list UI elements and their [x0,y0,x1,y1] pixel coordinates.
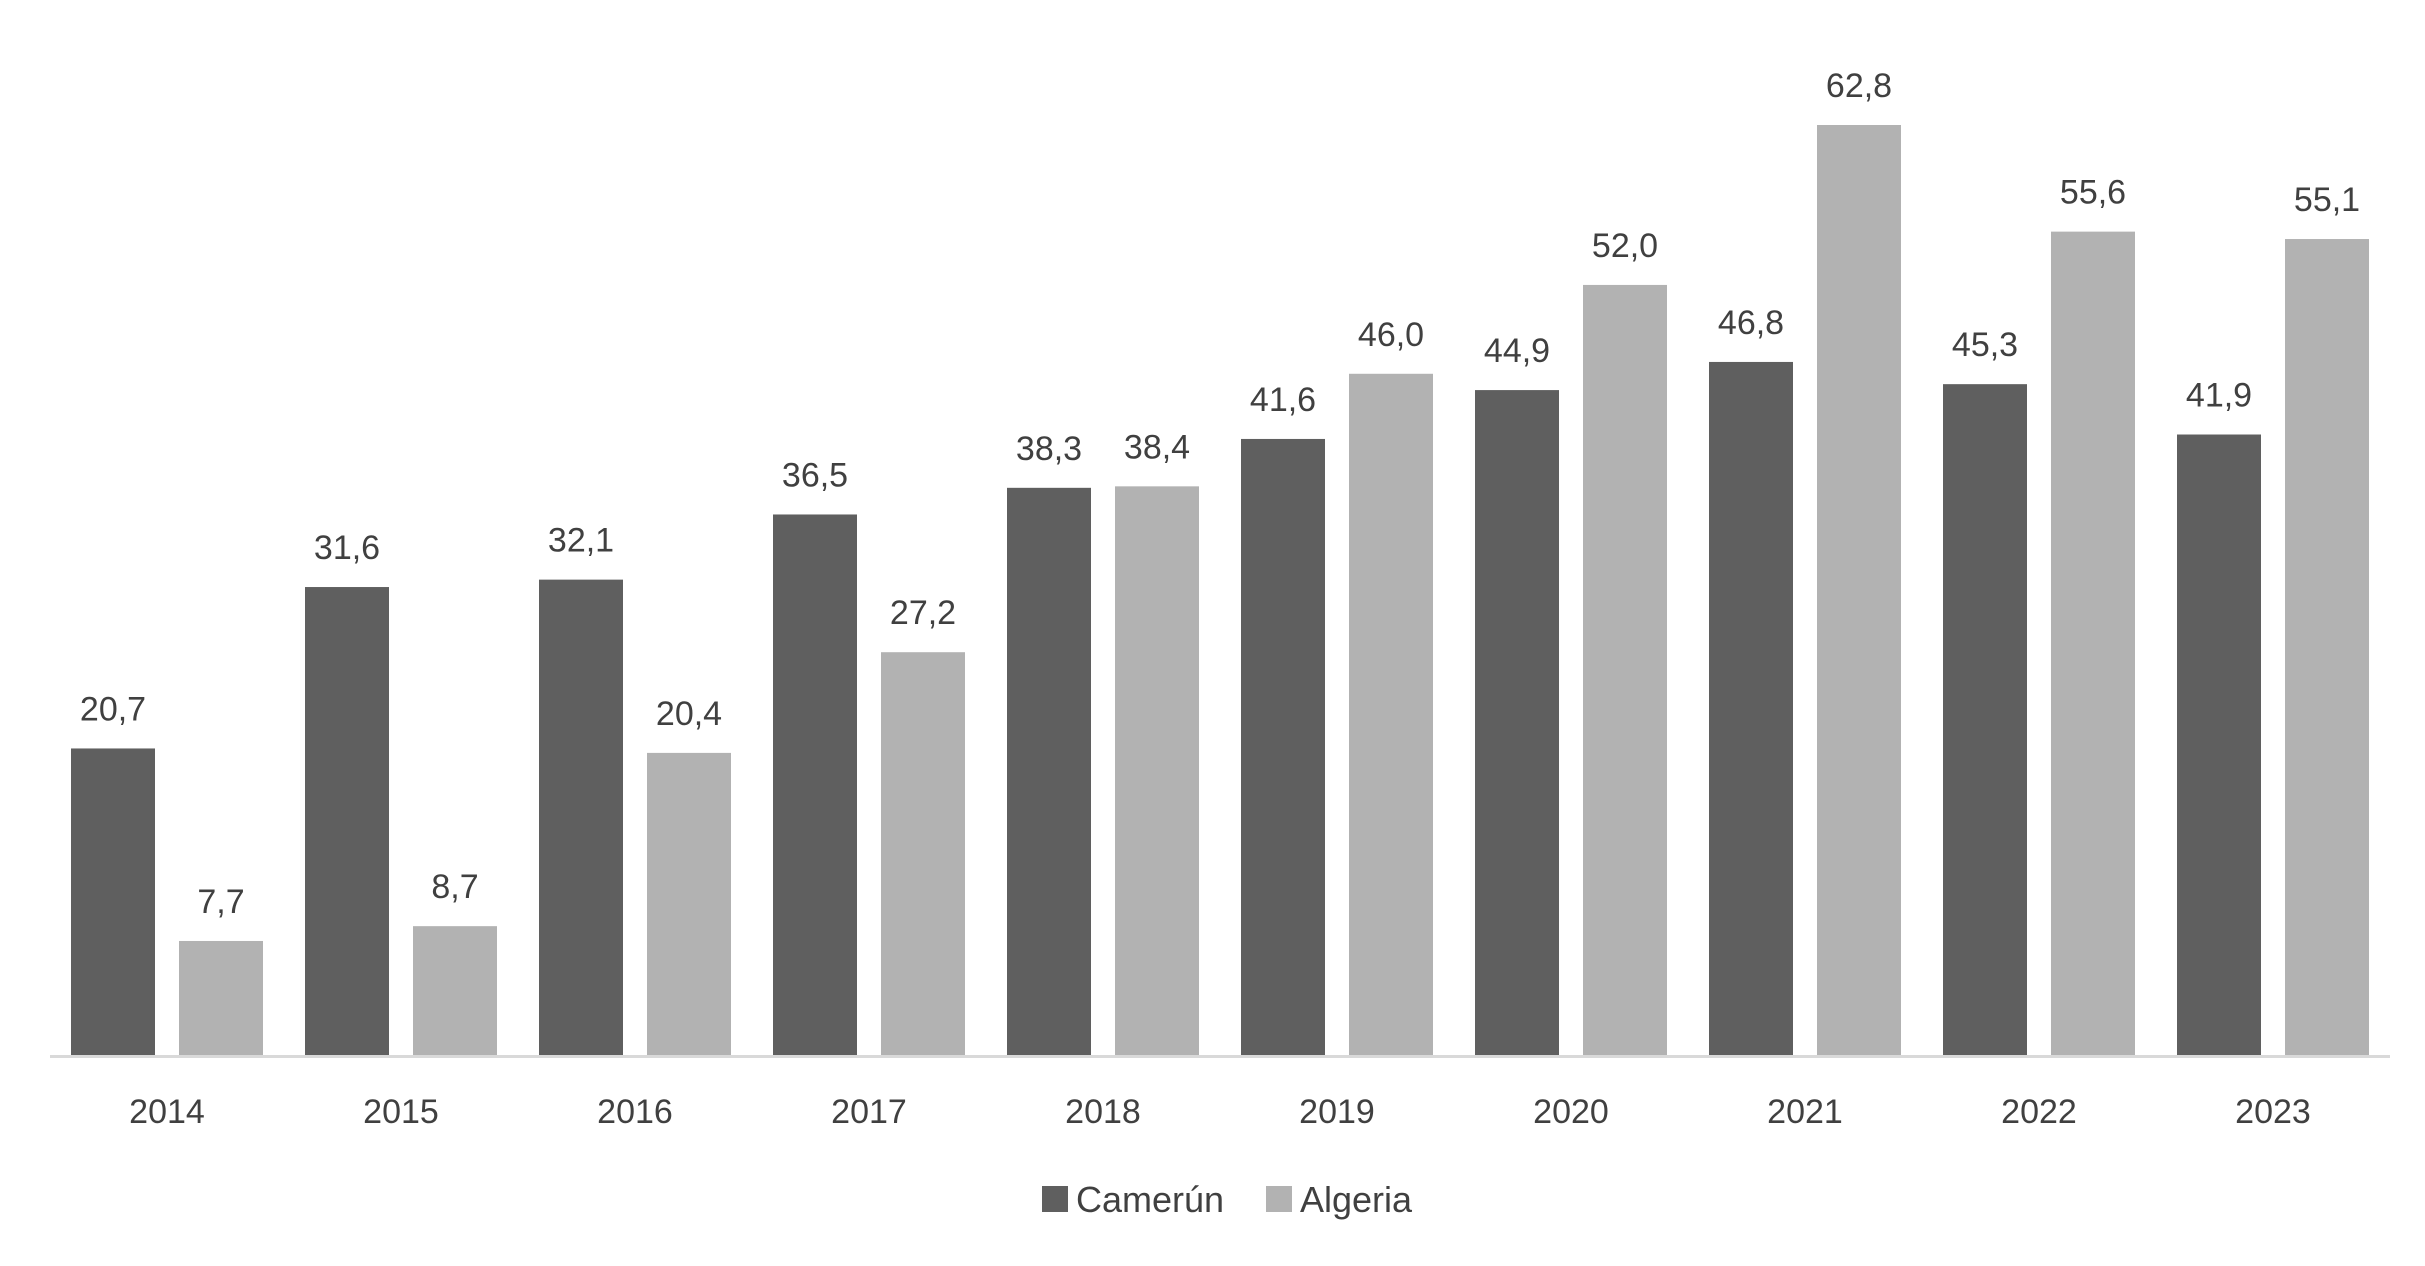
data-label-algeria-2015: 8,7 [431,868,478,906]
data-label-camerun-2018: 38,3 [1016,430,1082,468]
legend-swatch-algeria [1266,1186,1292,1212]
bar-camerun-2019 [1241,438,1325,1055]
bar-camerun-2016 [539,579,623,1055]
bar-algeria-2018 [1115,486,1199,1055]
x-tick-label-2018: 2018 [1065,1093,1141,1131]
bar-camerun-2022 [1943,384,2027,1056]
data-label-camerun-2023: 41,9 [2186,377,2252,415]
data-label-algeria-2022: 55,6 [2060,174,2126,212]
bar-camerun-2018 [1007,487,1091,1055]
x-tick-label-2015: 2015 [363,1093,439,1131]
data-label-camerun-2021: 46,8 [1718,304,1784,342]
bar-algeria-2017 [881,652,965,1055]
legend-label-camerun: Camerún [1076,1179,1224,1220]
legend-swatch-camerun [1042,1186,1068,1212]
data-label-algeria-2017: 27,2 [890,594,956,632]
data-label-algeria-2014: 7,7 [197,883,244,921]
data-label-camerun-2017: 36,5 [782,456,848,494]
data-labels-layer: 20,7 7,7 31,6 8,7 32,1 20,4 36,5 27,2 38,3 38,4 41… [80,67,2360,921]
data-label-camerun-2022: 45,3 [1952,326,2018,364]
x-tick-label-2021: 2021 [1767,1093,1843,1131]
bar-algeria-2022 [2051,231,2135,1055]
data-label-algeria-2018: 38,4 [1124,428,1190,466]
x-tick-label-2017: 2017 [831,1093,907,1131]
bar-algeria-2021 [1817,125,1901,1055]
bar-camerun-2021 [1709,361,1793,1055]
x-tick-label-2020: 2020 [1533,1093,1609,1131]
bar-algeria-2015 [413,926,497,1055]
bar-algeria-2014 [179,940,263,1055]
data-label-camerun-2020: 44,9 [1484,332,1550,370]
data-label-algeria-2016: 20,4 [656,695,722,733]
data-label-algeria-2023: 55,1 [2294,181,2360,219]
bar-algeria-2019 [1349,373,1433,1055]
bars-layer [71,125,2369,1056]
legend: Camerún Algeria [1042,1179,1413,1220]
x-tick-label-2022: 2022 [2001,1093,2077,1131]
x-tick-label-2019: 2019 [1299,1093,1375,1131]
x-tick-label-2014: 2014 [129,1093,205,1131]
bar-algeria-2020 [1583,284,1667,1056]
legend-label-algeria: Algeria [1300,1179,1413,1220]
bar-camerun-2023 [2177,434,2261,1056]
bar-camerun-2020 [1475,390,1559,1056]
bar-algeria-2016 [647,752,731,1055]
x-tick-label-2016: 2016 [597,1093,673,1131]
data-label-algeria-2021: 62,8 [1826,67,1892,105]
x-axis-tick-labels: 2014 2015 2016 2017 2018 2019 2020 2021 2022 2023 [129,1093,2311,1131]
x-tick-label-2023: 2023 [2235,1093,2311,1131]
bar-camerun-2017 [773,514,857,1055]
bar-camerun-2015 [305,587,389,1055]
bar-camerun-2014 [71,748,155,1055]
data-label-algeria-2020: 52,0 [1592,227,1658,265]
data-label-camerun-2016: 32,1 [548,522,614,560]
data-label-camerun-2015: 31,6 [314,529,380,567]
data-label-camerun-2019: 41,6 [1250,381,1316,419]
bar-algeria-2023 [2285,239,2369,1055]
data-label-algeria-2019: 46,0 [1358,316,1424,354]
data-label-camerun-2014: 20,7 [80,690,146,728]
